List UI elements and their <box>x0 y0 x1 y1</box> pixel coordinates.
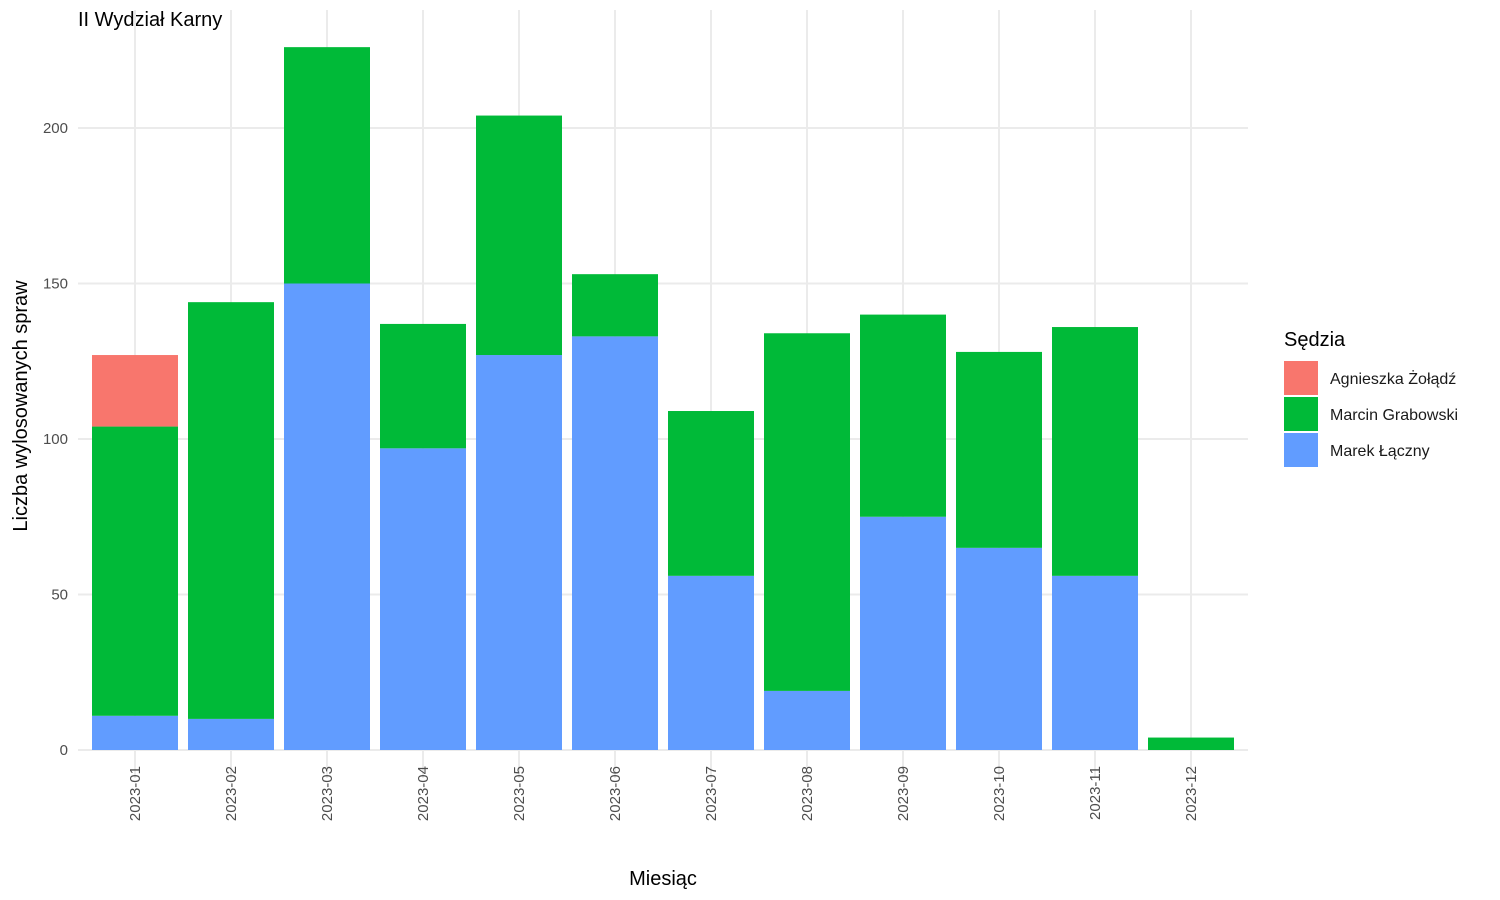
bar-segment <box>1148 737 1234 750</box>
bar-segment <box>380 448 466 750</box>
x-tick-label: 2023-02 <box>223 766 240 821</box>
bar-segment <box>572 274 658 337</box>
bar-segment <box>668 411 754 576</box>
x-tick-label: 2023-09 <box>895 766 912 821</box>
x-tick-label: 2023-07 <box>703 766 720 821</box>
x-tick-label: 2023-06 <box>607 766 624 821</box>
bar-segment <box>572 336 658 750</box>
y-tick-label: 150 <box>43 276 68 293</box>
x-tick-label: 2023-10 <box>991 766 1008 821</box>
y-tick-label: 100 <box>43 431 68 448</box>
x-tick-label: 2023-11 <box>1087 766 1104 820</box>
legend-title: Sędzia <box>1284 329 1346 351</box>
bar-segment <box>476 115 562 356</box>
bar-segment <box>1052 327 1138 576</box>
bar-segment <box>476 355 562 750</box>
y-axis-title: Liczba wylosowanych spraw <box>10 280 32 532</box>
bar-segment <box>92 355 178 427</box>
x-tick-label: 2023-04 <box>415 766 432 821</box>
x-axis-title: Miesiąc <box>629 868 697 890</box>
legend-label: Agnieszka Żołądź <box>1330 369 1456 388</box>
bar-segment <box>764 690 850 750</box>
bar-segment <box>764 333 850 691</box>
y-tick-label: 200 <box>43 120 68 137</box>
bar-segment <box>284 283 370 750</box>
x-tick-label: 2023-08 <box>799 766 816 821</box>
y-tick-label: 50 <box>51 587 68 604</box>
legend-label: Marek Łączny <box>1330 443 1430 460</box>
legend-label: Marcin Grabowski <box>1330 407 1458 424</box>
legend-key <box>1284 433 1318 467</box>
y-axis-ticks: 0 50 100 150 200 <box>43 120 68 759</box>
x-tick-label: 2023-05 <box>511 766 528 821</box>
bar-segment <box>92 426 178 716</box>
bar-segment <box>956 547 1042 750</box>
bar-segment <box>956 351 1042 548</box>
y-tick-label: 0 <box>60 742 68 759</box>
legend-key <box>1284 361 1318 395</box>
bar-segment <box>668 575 754 750</box>
bar-segment <box>380 323 466 449</box>
chart-title: II Wydział Karny <box>78 9 222 31</box>
bar-segment <box>860 516 946 750</box>
x-tick-label: 2023-03 <box>319 766 336 821</box>
legend: Sędzia Agnieszka Żołądź Marcin Grabowski M… <box>1284 329 1458 467</box>
bar-segment <box>284 47 370 284</box>
bar-segment <box>188 302 274 719</box>
bar-segment <box>860 314 946 517</box>
x-axis-ticks: 2023-01 2023-02 2023-03 2023-04 2023-05 2023-… <box>127 766 1200 821</box>
x-tick-label: 2023-12 <box>1183 766 1200 821</box>
x-tick-label: 2023-01 <box>127 766 144 821</box>
legend-key <box>1284 397 1318 431</box>
bar-segment <box>1052 575 1138 750</box>
bar-segment <box>188 718 274 750</box>
bar-segment <box>92 715 178 750</box>
bars <box>92 47 1234 750</box>
